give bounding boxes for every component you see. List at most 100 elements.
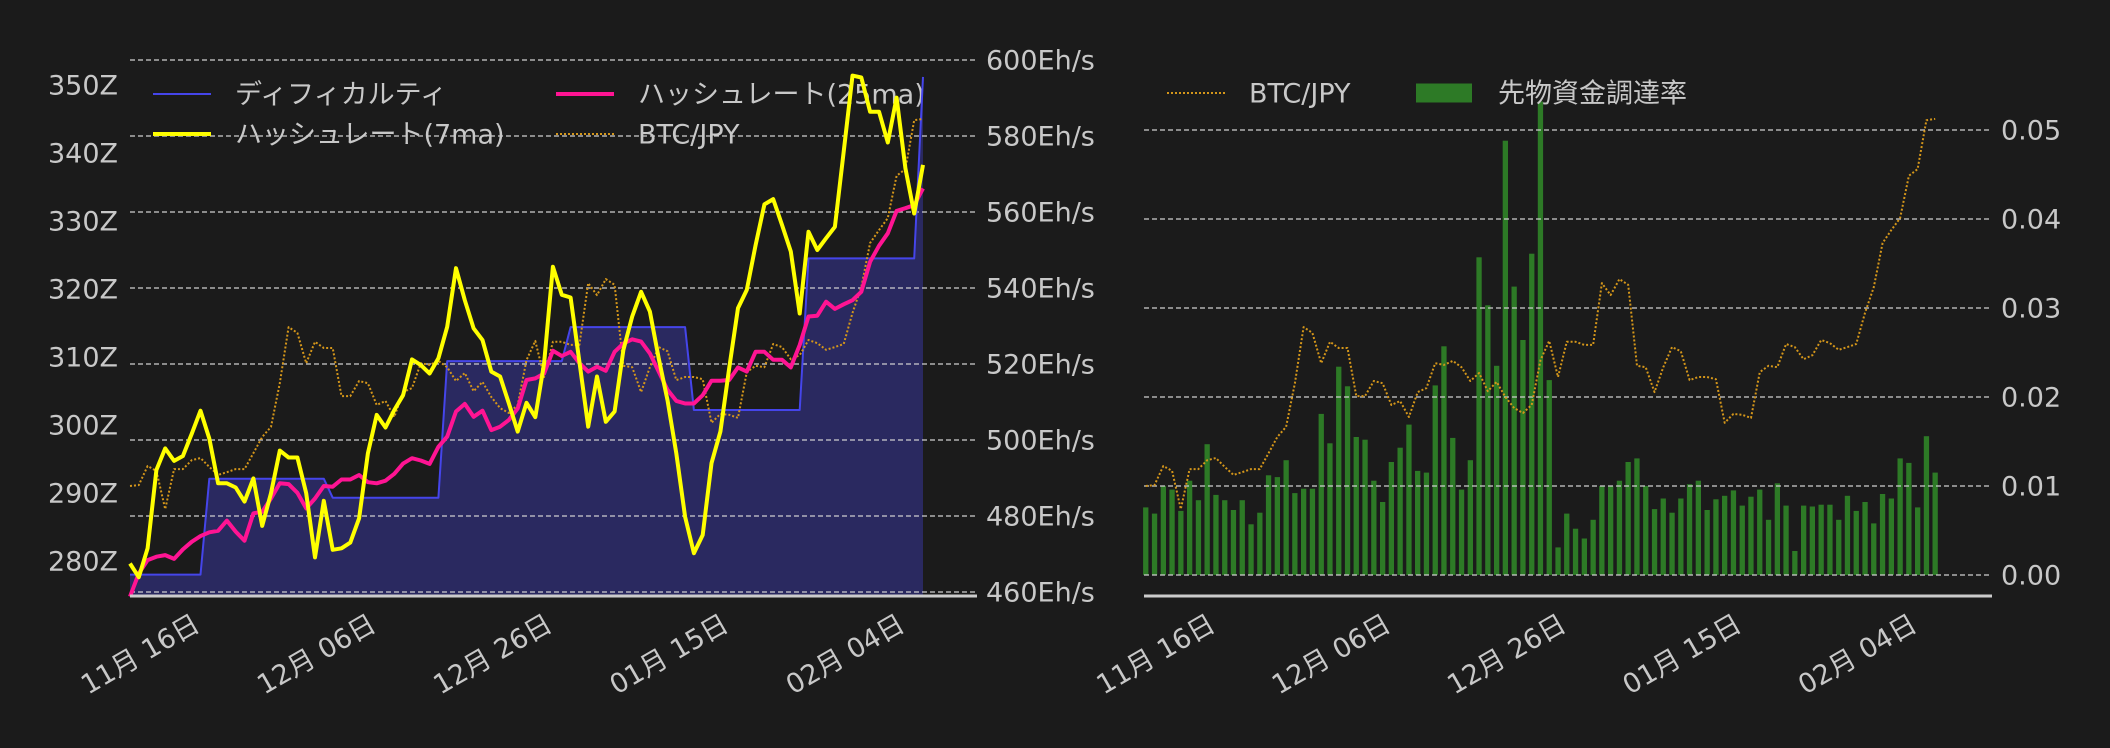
funding-rate-bar: [1248, 524, 1254, 575]
y-axis-right-tick-label: 0.05: [2001, 115, 2061, 146]
funding-rate-bar: [1722, 495, 1728, 575]
x-axis-tick-label: 12月 06日: [252, 609, 381, 701]
funding-rate-bar: [1388, 462, 1394, 575]
funding-rate-bar: [1695, 480, 1701, 575]
y-axis-left-tick-label: 350Z: [48, 71, 118, 102]
legend-item-btc: BTC/JPY: [556, 120, 740, 151]
y-axis-right-tick-label: 600Eh/s: [986, 45, 1095, 76]
funding-rate-bar: [1546, 380, 1552, 575]
funding-rate-bar: [1757, 489, 1763, 575]
funding-rate-bar: [1686, 484, 1693, 575]
legend-item-hashrate-25ma: ハッシュレート(25ma): [556, 80, 925, 111]
funding-rate-bar: [1923, 436, 1930, 575]
legend-item-hashrate-7ma: ハッシュレート(7ma): [153, 120, 505, 151]
legend-label: ディフィカルティ: [235, 80, 447, 111]
funding-rate-bar: [1862, 502, 1868, 575]
funding-rate-bar: [1485, 305, 1491, 575]
funding-rate-bar: [1608, 486, 1614, 575]
x-axis-tick-label: 12月 26日: [428, 609, 557, 701]
y-axis-right-tick-label: 500Eh/s: [986, 426, 1095, 457]
funding-rate-bar: [1818, 504, 1824, 575]
legend-label: ハッシュレート(7ma): [235, 120, 505, 151]
funding-rate-bar: [1169, 489, 1175, 575]
funding-rate-bar: [1283, 460, 1289, 575]
funding-rate-bar: [1625, 462, 1631, 575]
y-axis-right-tick-label: 0.01: [2001, 471, 2061, 502]
funding-rate-bar: [1520, 340, 1526, 575]
funding-rate-bar: [1643, 486, 1649, 575]
funding-rate-bar: [1353, 437, 1359, 575]
funding-rate-bar: [1809, 506, 1815, 575]
funding-rate-bar: [1879, 494, 1886, 575]
funding-rate-bar: [1336, 366, 1342, 575]
y-axis-left-tick-label: 300Z: [48, 410, 118, 441]
funding-rate-bar: [1906, 462, 1912, 575]
funding-rate-bar: [1441, 346, 1447, 575]
funding-rate-bar: [1143, 507, 1149, 575]
funding-rate-bar: [1836, 519, 1842, 575]
funding-rate-bar: [1774, 483, 1780, 575]
y-axis-right-tick-label: 560Eh/s: [986, 197, 1095, 228]
legend-label: ハッシュレート(25ma): [638, 80, 925, 111]
x-axis-tick-label: 12月 26日: [1442, 609, 1571, 701]
funding-rate-bar: [1257, 512, 1263, 575]
funding-rate-bar: [1932, 472, 1938, 575]
chart-funding-rate: BTC/JPY 先物資金調達率 0.00 0.01 0.02 0.03 0.04 0.05 11…: [1091, 79, 2061, 702]
gridlines: [130, 59, 975, 593]
x-axis-tick-label: 12月 06日: [1267, 609, 1396, 701]
funding-rate-bar: [1590, 519, 1596, 575]
funding-rate-bar: [1713, 499, 1719, 575]
funding-rate-bar: [1195, 500, 1202, 575]
legend-item-difficulty: ディフィカルティ: [153, 80, 447, 111]
funding-rate-bar: [1187, 480, 1193, 575]
funding-rate-bar: [1739, 505, 1745, 575]
y-axis-right-tick-label: 480Eh/s: [986, 502, 1095, 533]
y-axis-right-tick-label: 0.04: [2001, 204, 2061, 235]
funding-rate-bar: [1371, 480, 1377, 575]
funding-rate-bar: [1327, 443, 1333, 575]
funding-rate-bar: [1792, 551, 1798, 575]
funding-rate-bar: [1537, 101, 1544, 575]
funding-rate-bar: [1634, 458, 1640, 575]
funding-rate-bar: [1415, 470, 1421, 575]
x-axis-tick-label: 01月 15日: [1618, 609, 1747, 701]
x-axis-tick-label: 02月 04日: [781, 609, 910, 701]
funding-rate-bar: [1748, 496, 1754, 575]
y-axis-left-tick-label: 340Z: [48, 139, 118, 170]
funding-rate-bar: [1888, 498, 1894, 575]
funding-rate-bar: [1730, 490, 1737, 575]
x-axis-tick-label: 02月 04日: [1793, 609, 1922, 701]
funding-rate-bar: [1871, 523, 1877, 575]
funding-rate-bar: [1397, 447, 1403, 575]
hashrate-7ma-line: [128, 73, 925, 580]
funding-rate-bar: [1362, 439, 1368, 575]
funding-rate-bar: [1274, 477, 1280, 575]
funding-rate-bar: [1406, 424, 1412, 575]
legend: BTC/JPY 先物資金調達率: [1167, 79, 1687, 110]
funding-rate-bar: [1204, 444, 1210, 575]
funding-rate-bar: [1704, 510, 1710, 575]
axes: 0.00 0.01 0.02 0.03 0.04 0.05 11月 16日 12月 06日 12…: [1091, 115, 2061, 701]
funding-rate-bar: [1344, 386, 1351, 575]
funding-rate-bar: [1494, 365, 1500, 575]
funding-rate-bar: [1502, 140, 1508, 575]
funding-rate-bar: [1572, 528, 1579, 575]
funding-rate-bar: [1380, 502, 1386, 575]
funding-rate-bar: [1564, 513, 1570, 575]
funding-rate-bar: [1423, 472, 1430, 575]
gridlines: [1144, 129, 1990, 576]
plot-fill-layer: [1143, 101, 1938, 575]
funding-rate-bar: [1467, 460, 1473, 575]
funding-rate-bar: [1318, 413, 1324, 575]
legend-label: BTC/JPY: [638, 120, 740, 151]
plot-fill-layer: [130, 76, 923, 596]
funding-rate-bar: [1178, 510, 1184, 575]
funding-rate-bar: [1265, 475, 1272, 575]
funding-rate-bars: [1143, 101, 1938, 575]
funding-rate-bar: [1450, 437, 1456, 575]
legend-label: 先物資金調達率: [1498, 79, 1687, 110]
funding-rate-bar: [1783, 505, 1789, 575]
y-axis-left-tick-label: 330Z: [48, 207, 118, 238]
funding-rate-bar: [1529, 253, 1535, 575]
